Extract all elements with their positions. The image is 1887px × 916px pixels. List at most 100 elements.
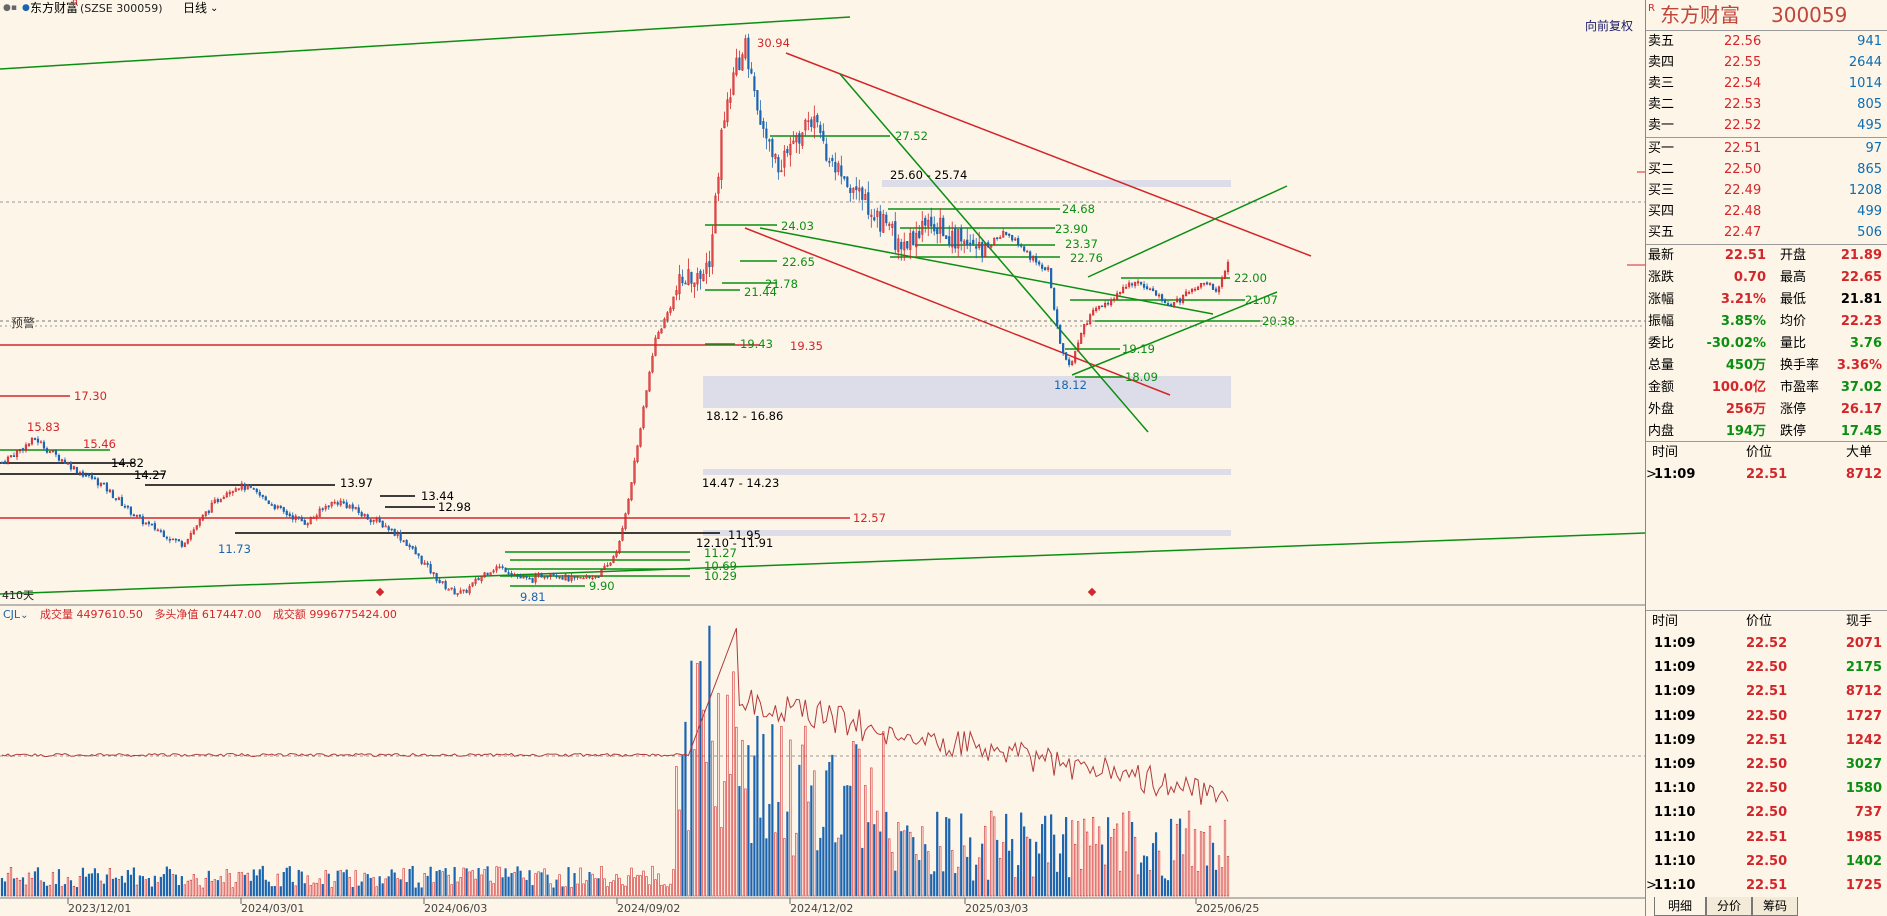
trendline[interactable] [1071,291,1278,376]
candle[interactable] [885,214,888,224]
candle[interactable] [1074,351,1077,363]
candle[interactable] [795,135,798,143]
candle[interactable] [108,489,112,492]
candle[interactable] [837,163,840,172]
candle[interactable] [507,572,510,574]
trendline[interactable] [785,52,1312,257]
candle[interactable] [1115,293,1119,300]
candle[interactable] [339,500,342,506]
candle[interactable] [912,231,915,246]
candle[interactable] [318,508,321,517]
candle[interactable] [723,120,726,129]
candle[interactable] [987,242,990,248]
candle[interactable] [957,229,960,249]
chevron-down-icon[interactable]: ⌄ [210,3,219,14]
candle[interactable] [588,576,591,579]
candle[interactable] [516,574,519,577]
candle[interactable] [804,119,807,131]
candle[interactable] [729,97,732,103]
candle[interactable] [1145,286,1149,290]
candle[interactable] [768,139,771,142]
candle[interactable] [360,512,363,517]
candle[interactable] [954,227,957,249]
candle[interactable] [285,510,288,515]
candle[interactable] [870,214,873,217]
period-select[interactable]: 日线 [183,1,208,15]
candle[interactable] [345,502,348,508]
candle[interactable] [495,566,498,571]
candle[interactable] [960,228,963,242]
candle[interactable] [435,573,438,582]
candle[interactable] [813,116,816,129]
candle[interactable] [102,482,106,485]
candle[interactable] [195,525,198,530]
candle[interactable] [258,492,261,496]
tab-chips[interactable]: 筹码 [1752,897,1798,916]
candle[interactable] [849,187,852,193]
candle[interactable] [267,500,270,504]
candle[interactable] [1080,332,1083,344]
candle[interactable] [315,515,318,519]
candle[interactable] [762,121,765,129]
candle[interactable] [915,232,918,248]
candle[interactable] [540,573,543,578]
candle[interactable] [891,223,894,228]
candle[interactable] [1104,302,1107,308]
candle[interactable] [1190,288,1194,293]
candle[interactable] [99,482,103,487]
candle[interactable] [24,444,28,451]
candle[interactable] [144,522,147,525]
candle[interactable] [639,428,642,447]
candle[interactable] [474,578,477,584]
candle[interactable] [963,240,966,245]
candle[interactable] [1095,307,1098,311]
candle[interactable] [513,574,516,576]
candle[interactable] [402,540,405,543]
candle[interactable] [552,573,555,576]
candle[interactable] [393,528,396,536]
candle[interactable] [1059,325,1062,344]
candle[interactable] [375,518,378,522]
candle[interactable] [162,530,165,538]
candle[interactable] [1044,267,1047,271]
candle[interactable] [732,72,735,95]
candle[interactable] [396,533,399,536]
candle[interactable] [690,271,693,284]
candle[interactable] [1077,342,1080,352]
candle[interactable] [1211,283,1215,290]
candle[interactable] [1068,359,1071,365]
candle[interactable] [114,498,118,500]
candle[interactable] [1181,294,1185,303]
candle[interactable] [441,581,444,583]
candle[interactable] [1023,246,1026,252]
candle[interactable] [342,501,345,504]
candle[interactable] [1121,287,1125,294]
candle[interactable] [819,124,822,133]
candle[interactable] [327,505,330,508]
candle[interactable] [147,521,150,525]
candle[interactable] [549,574,552,577]
candle[interactable] [480,575,483,582]
candle[interactable] [456,593,459,595]
candle[interactable] [789,143,792,156]
candle[interactable] [1026,250,1029,253]
candle[interactable] [627,498,630,514]
candle[interactable] [96,478,100,486]
candle[interactable] [1151,288,1155,292]
candle[interactable] [666,312,669,321]
candle[interactable] [933,224,936,232]
candle[interactable] [888,223,891,226]
candle[interactable] [759,110,762,125]
candle[interactable] [9,455,13,458]
candle[interactable] [321,508,324,511]
candle[interactable] [945,235,948,239]
candle[interactable] [60,459,64,462]
candle[interactable] [255,488,258,493]
candle[interactable] [1029,251,1032,260]
candle[interactable] [15,450,19,458]
candle[interactable] [408,544,411,548]
candle[interactable] [1112,298,1116,301]
candle[interactable] [1098,305,1101,309]
candle[interactable] [1157,294,1161,297]
candle[interactable] [822,130,825,142]
